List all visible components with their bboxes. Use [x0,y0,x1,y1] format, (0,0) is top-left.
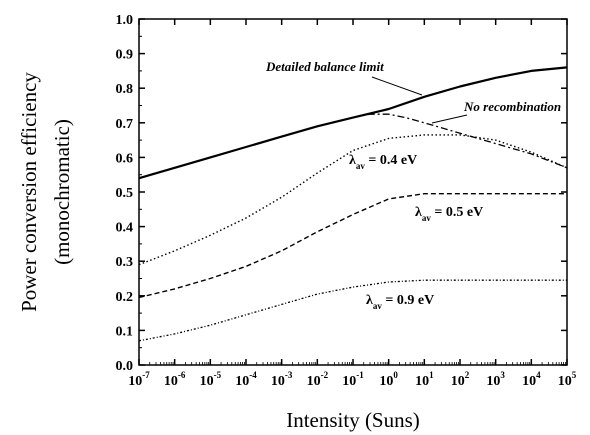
y-tick-label: 0.3 [116,255,134,270]
lambda-value: = 0.9 eV [382,293,434,308]
x-tick-label: 100 [379,370,398,389]
lambda-subscript: av [373,301,383,311]
label-lambda-0-9: λav = 0.9 eV [366,293,434,311]
label-lambda-0-4: λav = 0.4 eV [349,153,417,171]
y-tick-label: 0.6 [116,151,134,166]
x-tick-label: 10-3 [271,370,293,389]
y-tick-label: 0.7 [116,117,134,132]
series-line-3 [138,193,567,299]
label-lambda-0-5: λav = 0.5 eV [415,205,483,223]
series-line-2 [138,134,568,266]
x-tick-label: 10-5 [200,370,222,389]
leader-no-recombination [431,114,468,124]
x-tick-label: 10-4 [235,370,257,389]
x-axis-title: Intensity (Suns) [286,408,420,432]
y-tick-label: 1.0 [116,13,134,28]
x-tick-label: 105 [558,370,577,389]
lambda-symbol: λ [349,153,356,168]
x-tick-label: 104 [522,370,541,389]
y-axis-title-line-2: (monochromatic) [50,119,74,265]
lambda-symbol: λ [415,205,422,220]
y-tick-label: 0.8 [116,82,134,97]
y-tick-label: 0.0 [116,359,134,374]
x-tick-label: 10-6 [164,370,186,389]
series-layer [138,66,568,342]
y-axis-ticks: 0.0 0.1 0.2 0.3 0.4 0.5 0.6 0.7 0.8 0.9 1.0 [116,13,567,374]
lambda-subscript: av [422,213,432,223]
y-tick-label: 0.9 [116,48,134,63]
lambda-subscript: av [356,161,366,171]
y-tick-label: 0.1 [116,324,134,339]
y-axis-title-line-1: Power conversion efficiency [17,72,41,312]
y-tick-label: 0.5 [116,186,134,201]
y-axis-title: Power conversion efficiency (monochromat… [17,72,74,312]
series-line-4 [138,279,567,342]
x-tick-label: 10-2 [307,370,329,389]
lambda-value: = 0.4 eV [365,153,417,168]
label-no-recombination: No recombination [463,99,561,114]
leader-detailed-balance-limit [371,76,423,96]
x-tick-label: 10-7 [128,370,150,389]
x-tick-label: 10-1 [342,370,364,389]
lambda-symbol: λ [366,293,373,308]
x-tick-label: 101 [415,370,434,389]
lambda-value: = 0.5 eV [431,205,483,220]
x-axis-ticks: 10-7 10-6 10-5 10-4 10-3 10-2 10-1 100 101 102 103… [128,19,577,389]
x-tick-label: 103 [486,370,505,389]
y-tick-label: 0.4 [116,221,134,236]
x-tick-label: 102 [451,370,470,389]
series-line-1 [352,113,568,169]
y-tick-label: 0.2 [116,290,134,305]
label-detailed-balance-limit: Detailed balance limit [265,59,384,74]
